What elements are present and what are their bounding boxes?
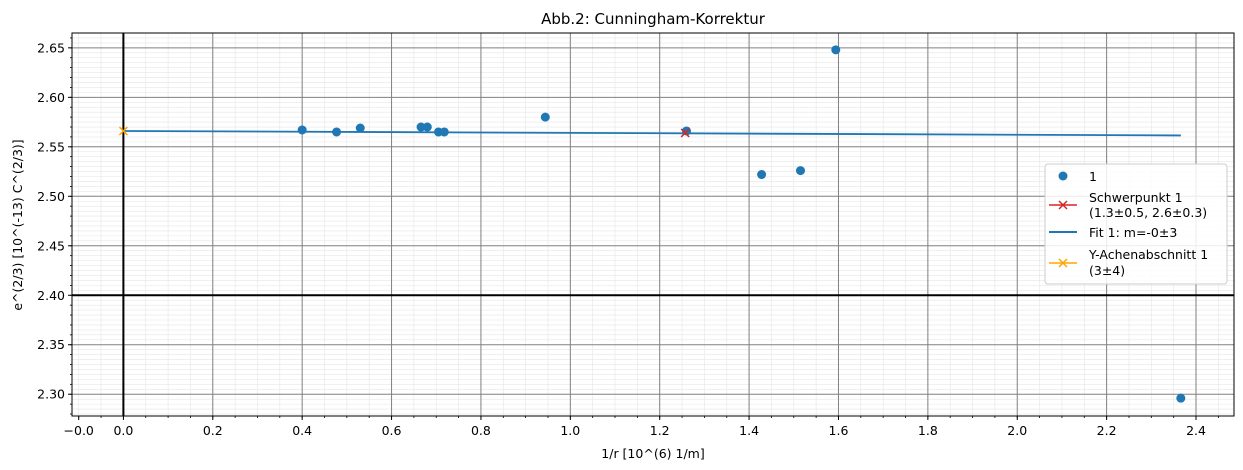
x-tick-label: 0.6	[382, 423, 402, 438]
legend-label-fit: Fit 1: m=-0±3	[1089, 225, 1177, 240]
data-point	[355, 123, 365, 133]
data-point	[757, 170, 767, 180]
legend-marker-schwerpunkt	[1058, 200, 1068, 210]
data-point	[831, 45, 841, 55]
legend: 1 Schwerpunkt 1 (1.3±0.5, 2.6±0.3) Fit 1…	[1044, 163, 1228, 285]
data-point	[416, 122, 426, 132]
plot-area-frame	[71, 32, 1235, 417]
x-axis-label: 1/r [10^(6) 1/m]	[601, 446, 704, 461]
x-tick-label: 2.2	[1097, 423, 1117, 438]
markers-layer	[118, 126, 690, 138]
legend-box	[1044, 163, 1228, 285]
y-axis-label: e^(2/3) [10^(-13) C^(2/3)]	[10, 139, 25, 310]
x-tick-label: −0.0	[64, 423, 94, 438]
y-tick-label: 2.40	[37, 288, 65, 303]
x-tick-label: 1.2	[650, 423, 670, 438]
x-tick-label: 0.0	[113, 423, 133, 438]
chart-title: Abb.2: Cunningham-Korrektur	[541, 10, 766, 28]
data-point	[795, 166, 805, 176]
x-tick-label: 0.2	[203, 423, 223, 438]
legend-label-series-1: 1	[1089, 169, 1097, 184]
x-tick-label: 1.6	[829, 423, 849, 438]
legend-label-schwerpunkt: Schwerpunkt 1	[1089, 190, 1183, 205]
legend-marker-y-achenabschnitt	[1058, 258, 1068, 268]
data-point	[422, 122, 432, 132]
y-tick-label: 2.45	[37, 238, 65, 253]
y-tick-label: 2.50	[37, 189, 65, 204]
y-tick-label: 2.55	[37, 139, 65, 154]
x-tick-label: 2.0	[1007, 423, 1027, 438]
legend-label-y-achenabschnitt: Y-Achenabschnitt 1	[1088, 247, 1208, 262]
legend-marker-series-1	[1058, 171, 1068, 181]
x-tick-label: 1.4	[739, 423, 759, 438]
schwerpunkt-marker	[680, 128, 690, 138]
x-axis-ticks: 0.0 0.2 0.4 0.6 0.8 1.0 1.2 1.4 1.6 1.8 2.0 2.2 2.4 −…	[64, 416, 1219, 438]
y-axis-ticks: 2.30 2.35 2.40 2.45 2.50 2.55 2.60 2.65	[37, 37, 72, 415]
x-tick-label: 0.8	[471, 423, 491, 438]
legend-label-y-achenabschnitt-value: (3±4)	[1089, 263, 1125, 278]
x-tick-label: 1.8	[918, 423, 938, 438]
data-point	[332, 127, 342, 137]
x-tick-label: 1.0	[560, 423, 580, 438]
y-tick-label: 2.30	[37, 387, 65, 402]
data-point	[540, 112, 550, 122]
data-point	[439, 127, 449, 137]
x-tick-label: 2.4	[1186, 423, 1206, 438]
x-tick-label: 0.4	[292, 423, 312, 438]
y-tick-label: 2.60	[37, 90, 65, 105]
data-point	[297, 125, 307, 135]
legend-label-schwerpunkt-values: (1.3±0.5, 2.6±0.3)	[1089, 205, 1207, 220]
reference-lines	[72, 33, 1234, 416]
data-point	[1176, 393, 1186, 403]
y-tick-label: 2.35	[37, 337, 65, 352]
y-tick-label: 2.65	[37, 40, 65, 55]
y-achenabschnitt-marker	[118, 126, 128, 136]
